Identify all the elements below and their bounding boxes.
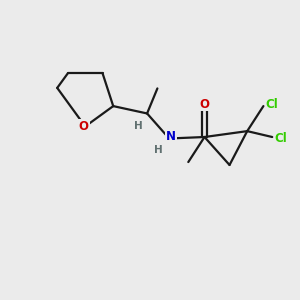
Text: Cl: Cl bbox=[275, 132, 287, 145]
Text: N: N bbox=[166, 130, 176, 142]
Text: H: H bbox=[134, 121, 143, 131]
Text: O: O bbox=[79, 120, 89, 133]
Text: O: O bbox=[200, 98, 209, 110]
Text: Cl: Cl bbox=[266, 98, 279, 111]
Text: H: H bbox=[154, 145, 162, 155]
